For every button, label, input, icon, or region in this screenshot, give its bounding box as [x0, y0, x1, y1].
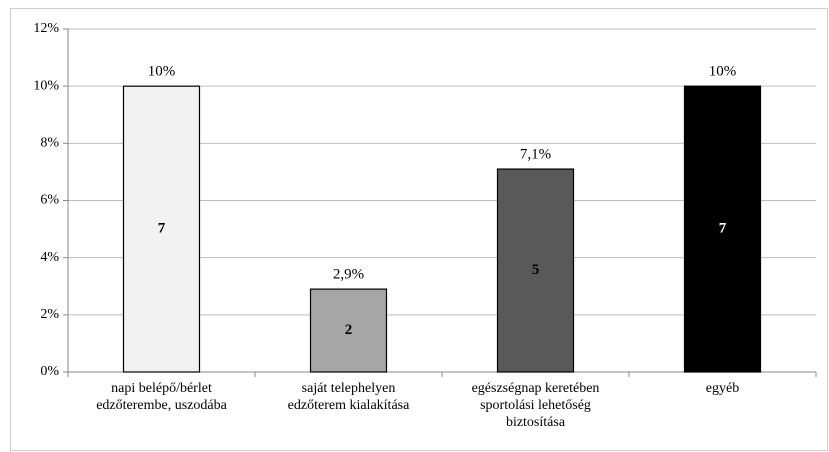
value-label: 7,1% [520, 146, 551, 162]
x-tick-label: edzőterembe, uszodába [96, 398, 227, 413]
x-tick-label: sportolási lehetőség [480, 398, 591, 413]
x-tick-label: egyéb [706, 381, 739, 396]
y-tick-label: 8% [40, 136, 59, 151]
value-label: 2,9% [333, 267, 364, 283]
value-label: 10% [709, 64, 737, 80]
y-tick-label: 12% [33, 21, 59, 36]
y-tick-label: 2% [40, 307, 59, 322]
value-label: 10% [148, 64, 176, 80]
bar [496, 168, 575, 373]
count-label: 7 [719, 221, 727, 237]
count-label: 2 [345, 322, 353, 338]
bar [309, 288, 388, 373]
count-label: 7 [158, 221, 166, 237]
bar [683, 85, 762, 373]
y-tick-label: 4% [40, 250, 59, 265]
x-tick-label: egészségnap keretében [472, 381, 600, 396]
bar [122, 85, 201, 373]
y-tick-label: 6% [40, 193, 59, 208]
x-tick-label: napi belépő/bérlet [111, 381, 212, 396]
count-label: 5 [532, 262, 540, 278]
x-tick-label: saját telephelyen [302, 381, 396, 396]
x-tick-label: biztosítása [506, 415, 566, 430]
y-tick-label: 0% [40, 364, 59, 379]
x-tick-label: edzőterem kialakítása [288, 398, 410, 413]
y-tick-label: 10% [33, 78, 59, 93]
